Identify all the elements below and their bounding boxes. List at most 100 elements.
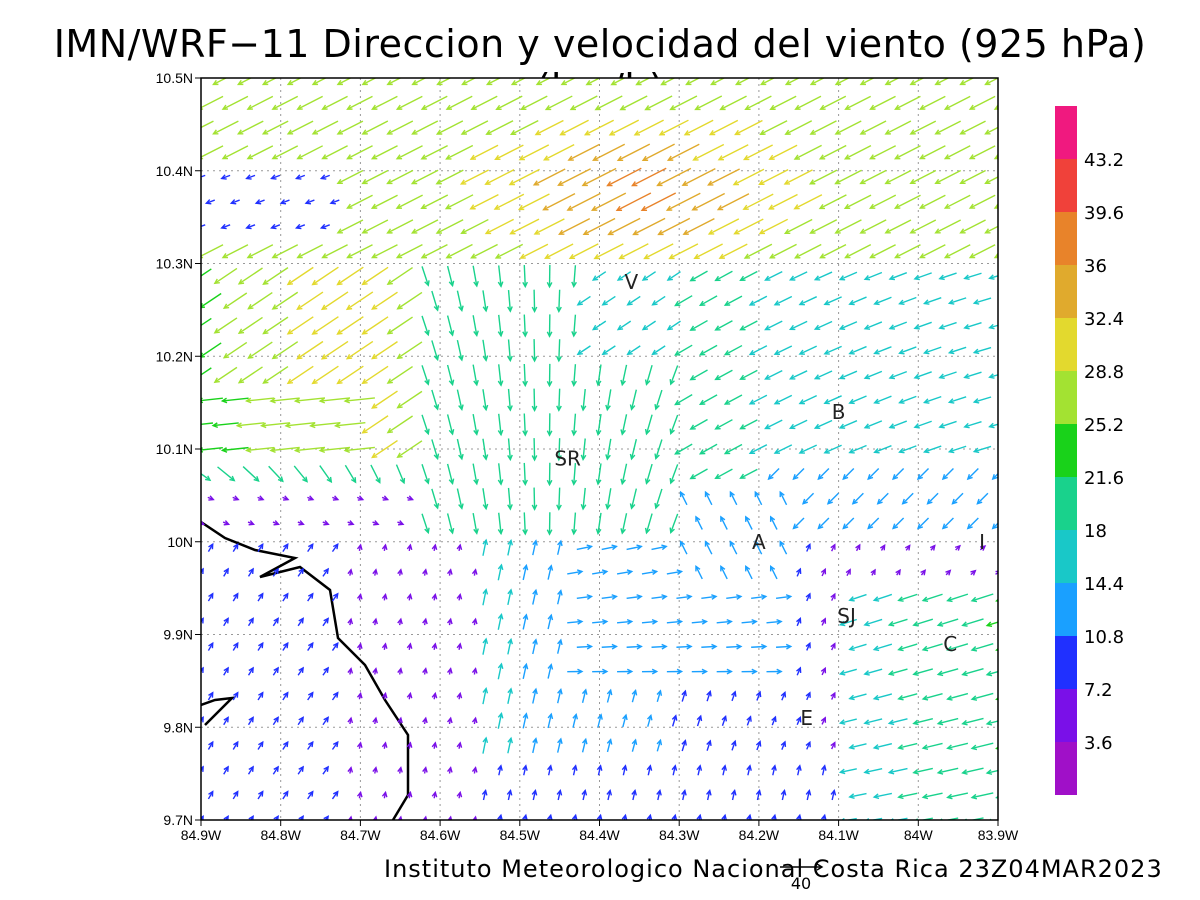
wind-arrow <box>813 370 833 380</box>
wind-arrow <box>873 346 892 355</box>
wind-arrow <box>320 340 349 360</box>
wind-arrow <box>654 488 663 510</box>
wind-arrow <box>691 618 709 625</box>
wind-arrow <box>445 243 473 259</box>
wind-arrow <box>755 740 762 751</box>
wind-arrow <box>204 199 216 205</box>
wind-arrow <box>286 120 314 135</box>
wind-arrow <box>918 95 946 110</box>
wind-arrow <box>780 691 787 701</box>
wind-arrow <box>481 789 488 801</box>
wind-arrow <box>859 120 887 135</box>
wind-arrow <box>746 813 752 820</box>
wind-arrow <box>567 569 584 575</box>
wind-arrow <box>356 543 363 552</box>
wind-arrow <box>307 790 314 800</box>
wind-arrow <box>372 667 378 675</box>
wind-arrow <box>595 512 602 536</box>
wind-arrow <box>764 369 783 380</box>
wind-arrow <box>794 95 822 110</box>
wind-arrow <box>872 643 893 652</box>
wind-arrow <box>446 414 455 436</box>
wind-arrow <box>788 271 808 281</box>
wind-arrow <box>207 641 214 651</box>
wind-arrow <box>656 167 692 187</box>
wind-arrow <box>558 218 591 235</box>
wind-arrow <box>201 716 204 723</box>
wind-arrow <box>830 592 836 601</box>
wind-arrow <box>431 642 438 650</box>
wind-arrow <box>892 467 905 481</box>
wind-arrow <box>346 95 373 110</box>
wind-arrow <box>729 540 738 555</box>
wind-arrow <box>296 340 324 360</box>
wind-arrow <box>863 618 883 627</box>
wind-arrow <box>620 463 628 486</box>
wind-arrow <box>485 78 502 86</box>
wind-arrow <box>995 598 998 602</box>
y-tick-label: 10.2N <box>156 348 193 364</box>
wind-arrow <box>247 341 273 359</box>
wind-arrow <box>282 592 289 602</box>
wind-arrow <box>671 813 678 820</box>
wind-arrow <box>585 78 602 86</box>
x-tick-label: 84.8W <box>260 827 301 843</box>
wind-arrow <box>970 569 977 576</box>
wind-arrow <box>658 119 689 136</box>
y-tick-label: 9.7N <box>163 812 193 828</box>
wind-arrow <box>576 594 594 600</box>
wind-arrow <box>681 739 687 752</box>
wind-arrow <box>793 144 822 160</box>
wind-arrow <box>370 464 381 484</box>
wind-arrow <box>769 564 778 580</box>
wind-arrow <box>406 691 413 700</box>
wind-arrow <box>567 143 600 161</box>
wind-arrow <box>201 765 204 772</box>
wind-arrow <box>329 199 340 205</box>
colorbar-label: 28.8 <box>1084 362 1124 383</box>
wind-arrow <box>272 666 279 676</box>
wind-arrow <box>508 168 540 186</box>
wind-arrow <box>331 543 339 553</box>
wind-arrow <box>798 444 818 454</box>
wind-arrow <box>739 270 758 281</box>
wind-arrow <box>793 194 823 210</box>
wind-arrow <box>471 667 478 675</box>
wind-arrow <box>605 438 612 461</box>
wind-arrow <box>691 192 726 211</box>
wind-arrow <box>297 666 304 676</box>
wind-arrow <box>201 224 206 230</box>
wind-arrow <box>706 739 712 751</box>
wind-arrow <box>859 78 876 86</box>
wind-arrow <box>863 271 883 281</box>
wind-arrow <box>848 792 867 799</box>
wind-arrow <box>714 419 733 430</box>
wind-arrow <box>532 687 538 704</box>
wind-arrow <box>422 568 428 576</box>
wind-arrow <box>988 323 998 330</box>
wind-arrow <box>207 495 215 501</box>
wind-arrow <box>319 465 333 484</box>
wind-arrow <box>646 713 653 727</box>
wind-arrow <box>780 789 787 801</box>
wind-arrow <box>671 764 678 776</box>
wind-arrow <box>838 370 858 380</box>
wind-arrow <box>769 95 797 110</box>
wind-arrow <box>560 78 577 86</box>
wind-arrow <box>207 592 214 602</box>
wind-arrow <box>936 618 959 627</box>
wind-arrow <box>381 495 390 501</box>
wind-arrow <box>497 265 504 288</box>
wind-arrow <box>963 322 982 330</box>
place-labels: V B SR A I SJ C E <box>554 270 985 730</box>
wind-arrow <box>286 266 314 286</box>
wind-arrow <box>651 643 668 650</box>
colorbar-swatch <box>1055 318 1077 371</box>
wind-arrow <box>718 243 748 259</box>
wind-arrow <box>748 444 768 455</box>
wind-arrow <box>406 495 415 501</box>
wind-arrow <box>347 617 354 626</box>
wind-arrow <box>726 594 743 600</box>
wind-arrow <box>591 271 607 281</box>
wind-arrow <box>913 420 932 429</box>
